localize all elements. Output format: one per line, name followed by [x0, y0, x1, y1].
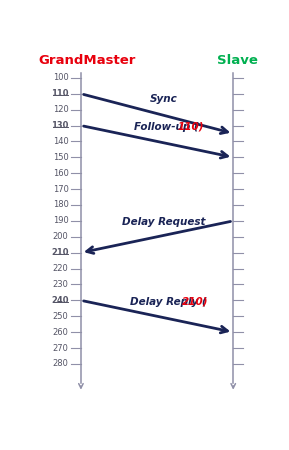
Text: 160: 160 [53, 169, 68, 178]
Text: 150: 150 [53, 153, 68, 162]
Text: 210): 210) [182, 297, 208, 307]
Text: Delay Reply (: Delay Reply ( [129, 297, 206, 307]
Text: 220: 220 [53, 264, 68, 273]
Text: 280: 280 [53, 360, 68, 369]
Text: 120: 120 [53, 105, 68, 114]
Text: 250: 250 [53, 312, 68, 321]
Text: 210: 210 [51, 248, 68, 257]
Text: 170: 170 [53, 184, 68, 194]
Text: Slave: Slave [217, 54, 258, 67]
Text: Delay Request: Delay Request [122, 217, 205, 227]
Text: 200: 200 [53, 232, 68, 241]
Text: 230: 230 [53, 280, 68, 289]
Text: 140: 140 [53, 137, 68, 146]
Text: GrandMaster: GrandMaster [38, 54, 136, 67]
Text: 270: 270 [53, 343, 68, 352]
Text: Follow-up (: Follow-up ( [134, 122, 198, 132]
Text: 260: 260 [53, 328, 68, 337]
Text: 110): 110) [178, 122, 204, 132]
Text: 130: 130 [51, 121, 68, 130]
Text: 240: 240 [51, 296, 68, 305]
Text: 190: 190 [53, 216, 68, 225]
Text: Sync: Sync [150, 94, 178, 104]
Text: 180: 180 [53, 201, 68, 210]
Text: 110: 110 [51, 89, 68, 98]
Text: 100: 100 [53, 73, 68, 82]
